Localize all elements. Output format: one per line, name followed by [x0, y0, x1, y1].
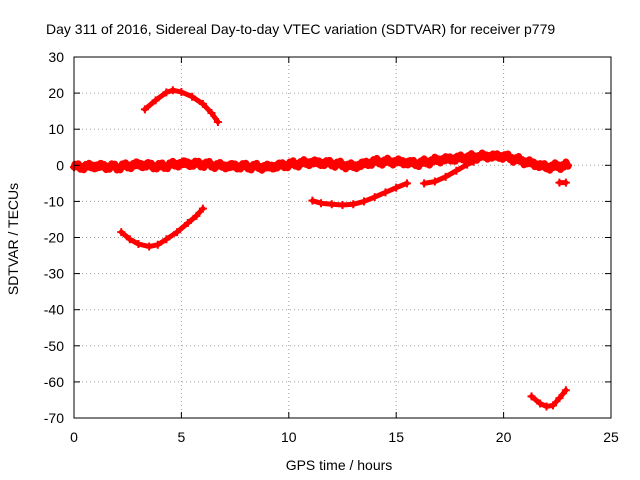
data-point [413, 159, 422, 168]
data-point [402, 179, 411, 188]
data-point [308, 196, 317, 205]
data-point [117, 228, 126, 237]
data-point [359, 197, 368, 206]
data-point [463, 160, 472, 169]
data-point [151, 96, 160, 105]
series-short-segment [555, 178, 570, 187]
data-point [452, 166, 461, 175]
data-point [561, 386, 570, 395]
data-point [456, 154, 465, 163]
y-tick-label: 0 [56, 157, 64, 173]
data-point [162, 88, 171, 97]
data-point [155, 162, 164, 171]
data-point [140, 105, 149, 114]
data-point [542, 402, 551, 411]
x-tick-label: 0 [70, 429, 78, 445]
data-point [177, 88, 186, 97]
y-tick-label: -10 [44, 193, 64, 209]
data-point [317, 199, 326, 208]
data-point [125, 235, 134, 244]
data-point [478, 152, 487, 161]
data-point [112, 163, 121, 172]
data-point [213, 117, 222, 126]
y-tick-label: -30 [44, 266, 64, 282]
data-point [349, 162, 358, 171]
x-tick-label: 5 [178, 429, 186, 445]
data-point [134, 239, 143, 248]
data-point [469, 157, 478, 166]
data-point [134, 160, 143, 169]
data-point [284, 160, 293, 169]
series-rising-segment [420, 157, 478, 188]
data-point [420, 179, 429, 188]
y-tick-label: -70 [44, 410, 64, 426]
y-axis-label: SDTVAR / TECUs [5, 183, 21, 295]
data-point [188, 92, 197, 101]
series-band [118, 206, 206, 250]
data-point [198, 99, 207, 108]
data-point [220, 162, 229, 171]
data-point [177, 159, 186, 168]
data-point [327, 200, 336, 209]
data-point [430, 177, 439, 186]
data-point [162, 235, 171, 244]
data-point [536, 399, 545, 408]
series-bottom-arc [527, 386, 570, 411]
grid [74, 57, 611, 418]
data-point [549, 401, 558, 410]
x-tick-label: 25 [603, 429, 619, 445]
data-point [392, 157, 401, 166]
data-point [241, 162, 250, 171]
data-point [441, 172, 450, 181]
chart-title: Day 311 of 2016, Sidereal Day-to-day VTE… [46, 21, 555, 37]
data-point [192, 211, 201, 220]
data-point [327, 159, 336, 168]
y-tick-label: 10 [48, 121, 64, 137]
series-baseline [70, 149, 573, 174]
data-point [370, 157, 379, 166]
data-point [521, 157, 530, 166]
data-point [183, 219, 192, 228]
series-mid-segment [308, 179, 411, 210]
x-tick-label: 10 [281, 429, 297, 445]
data-point [198, 204, 207, 213]
x-tick-label: 15 [388, 429, 404, 445]
y-tick-label: -60 [44, 374, 64, 390]
y-tick-label: 30 [48, 49, 64, 65]
y-tick-label: -50 [44, 338, 64, 354]
data-point [91, 162, 100, 171]
data-point [370, 193, 379, 202]
x-tick-label: 20 [496, 429, 512, 445]
data-point [198, 160, 207, 169]
y-tick-label: 20 [48, 85, 64, 101]
series-band [70, 149, 572, 174]
series-band [309, 180, 410, 208]
series-layer [70, 86, 573, 411]
data-point [542, 163, 551, 172]
data-point [207, 108, 216, 117]
data-point [561, 178, 570, 187]
data-point [263, 163, 272, 172]
series-arc-upper [140, 86, 222, 126]
data-point [564, 161, 573, 170]
x-axis-label: GPS time / hours [286, 457, 393, 473]
data-point [349, 200, 358, 209]
series-arc-lower [117, 204, 207, 251]
data-point [145, 242, 154, 251]
data-point [168, 86, 177, 95]
data-point [499, 152, 508, 161]
data-point [555, 394, 564, 403]
data-point [338, 201, 347, 210]
data-point [527, 392, 536, 401]
data-point [392, 183, 401, 192]
ticks: 0 5 10 15 20 25 -70 -60 -50 -40 -30 -20 -10 0 10 20 30 [44, 49, 619, 445]
data-point [153, 240, 162, 249]
data-point [173, 228, 182, 237]
data-point [306, 158, 315, 167]
y-tick-label: -40 [44, 302, 64, 318]
y-tick-label: -20 [44, 230, 64, 246]
data-point [435, 155, 444, 164]
data-point [381, 188, 390, 197]
